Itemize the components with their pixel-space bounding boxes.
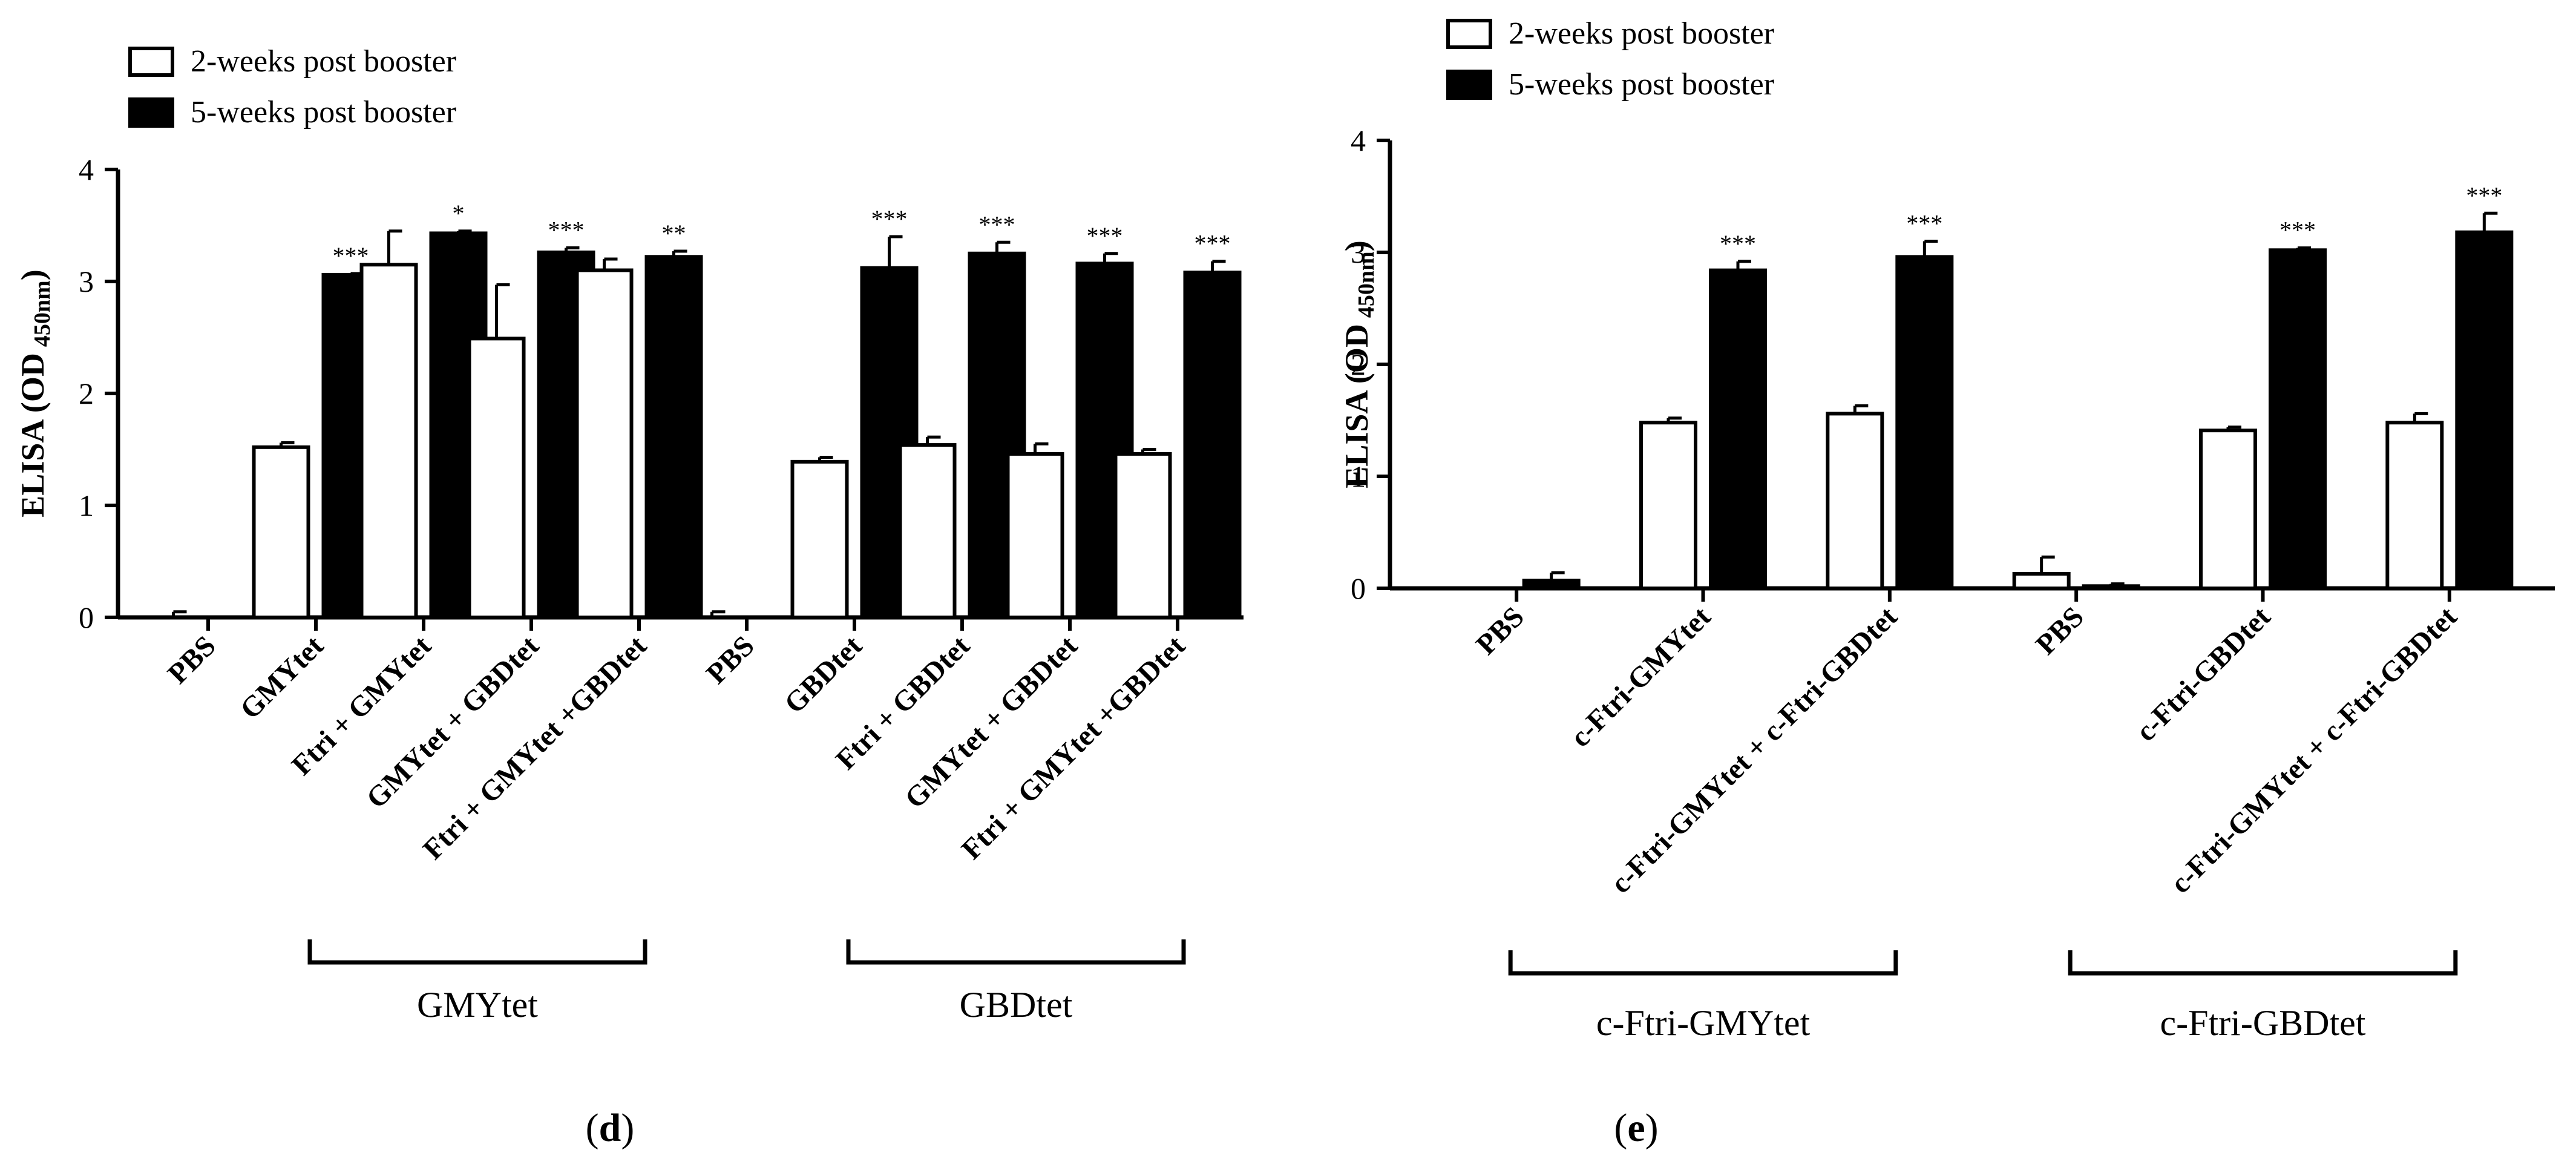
significance-3: ***	[1906, 210, 1942, 237]
y-tick-label: 4	[1351, 123, 1366, 157]
panel-label-close: )	[1645, 1106, 1659, 1150]
category-label-1: PBS	[1470, 600, 1530, 661]
panel-label: (d)	[586, 1106, 635, 1150]
bar-2weeks-5	[575, 268, 634, 619]
group-bracket-1	[1508, 950, 1898, 976]
significance-10: ***	[1195, 230, 1231, 257]
group-bracket-2	[2068, 950, 2458, 976]
category-label-6: PBS	[700, 630, 761, 690]
y-axis-title: ELISA (OD 450nm)	[1339, 240, 1379, 488]
bar-2weeks-10	[1113, 452, 1172, 620]
bar-2weeks-8	[898, 443, 957, 619]
group-label-2: GBDtet	[960, 985, 1073, 1025]
bar-5weeks-4	[2082, 584, 2140, 590]
y-axis-title-sub: 450nm	[30, 280, 55, 347]
y-axis-title-sub: 450nm	[1354, 251, 1379, 318]
y-tick-label: 3	[79, 265, 94, 298]
bar-5weeks-5	[2269, 248, 2327, 590]
group-bracket-1	[307, 939, 647, 965]
group-bracket-2	[846, 939, 1186, 965]
bar-2weeks-5	[2199, 429, 2257, 591]
y-axis-title-main: ELISA (OD	[15, 353, 51, 518]
significance-7: ***	[871, 205, 908, 232]
bar-2weeks-6	[2385, 421, 2444, 590]
panel-label: (e)	[1614, 1106, 1658, 1150]
bar-2weeks-7	[790, 459, 849, 619]
legend-label-2: 5-weeks post booster	[191, 95, 456, 130]
y-tick-label: 1	[79, 488, 94, 522]
y-axis-title: ELISA (OD 450nm)	[15, 269, 55, 517]
panel-label-close: )	[621, 1106, 634, 1150]
bar-2weeks-3	[1826, 412, 1884, 591]
legend-swatch-2	[1446, 70, 1492, 100]
bar-5weeks-5	[644, 255, 703, 619]
category-label-4: PBS	[2030, 600, 2090, 661]
significance-5: ***	[2279, 217, 2316, 244]
legend-label-1: 2-weeks post booster	[1509, 16, 1774, 51]
significance-2: ***	[1720, 230, 1756, 257]
significance-9: ***	[1087, 222, 1123, 249]
category-label-2: c-Ftri-GMYtet	[1564, 600, 1717, 753]
significance-4: ***	[548, 217, 585, 244]
bar-5weeks-10	[1183, 271, 1242, 619]
bar-2weeks-9	[1006, 452, 1064, 620]
category-label-2: GMYtet	[234, 630, 330, 725]
significance-3: *	[453, 200, 465, 227]
y-tick-label: 2	[1351, 347, 1366, 381]
bar-2weeks-3	[359, 263, 418, 619]
significance-5: **	[662, 220, 686, 247]
bar-5weeks-6	[2455, 230, 2514, 590]
significance-6: ***	[2466, 182, 2502, 209]
bar-2weeks-2	[1639, 421, 1697, 590]
bar-2weeks-2	[252, 445, 310, 619]
y-tick-label: 4	[79, 153, 94, 186]
legend-label-1: 2-weeks post booster	[191, 44, 456, 79]
legend-swatch-1	[128, 47, 174, 77]
y-tick-label: 0	[79, 600, 94, 634]
y-axis-title-main: ELISA (OD	[1339, 324, 1375, 488]
group-label-2: c-Ftri-GBDtet	[2160, 1003, 2366, 1043]
category-label-1: PBS	[162, 630, 222, 690]
category-label-5: Ftri + GMYtet +GBDtet	[417, 630, 653, 866]
y-axis-title-close: )	[15, 269, 51, 280]
panel-label-open: (	[1614, 1106, 1627, 1150]
group-label-1: c-Ftri-GMYtet	[1596, 1003, 1811, 1043]
y-tick-label: 0	[1351, 571, 1366, 605]
legend-swatch-1	[1446, 19, 1492, 49]
y-tick-label: 3	[1351, 235, 1366, 269]
legend-label-2: 5-weeks post booster	[1509, 67, 1774, 102]
bar-5weeks-2	[1709, 268, 1767, 591]
category-label-5: c-Ftri-GBDtet	[2129, 600, 2276, 748]
legend-swatch-2	[128, 97, 174, 128]
panel-d: 2-weeks post booster 5-weeks post booster…	[15, 44, 1244, 1150]
bar-2weeks-4	[467, 337, 526, 619]
bar-5weeks-3	[1895, 255, 1954, 590]
y-tick-label: 1	[1351, 459, 1366, 493]
category-label-10: Ftri + GMYtet +GBDtet	[955, 630, 1191, 866]
panel-label-letter: d	[599, 1106, 621, 1150]
bar-2weeks-4	[2012, 571, 2071, 591]
y-axis-title-close: )	[1339, 240, 1375, 251]
panel-label-open: (	[586, 1106, 599, 1150]
significance-8: ***	[979, 211, 1015, 238]
group-label-1: GMYtet	[417, 985, 538, 1025]
category-label-7: GBDtet	[778, 630, 868, 720]
bar-5weeks-1	[1522, 579, 1581, 590]
panel-label-letter: e	[1627, 1106, 1645, 1150]
y-tick-label: 2	[79, 376, 94, 410]
panel-e: 2-weeks post booster 5-weeks post booster…	[1339, 16, 2555, 1150]
